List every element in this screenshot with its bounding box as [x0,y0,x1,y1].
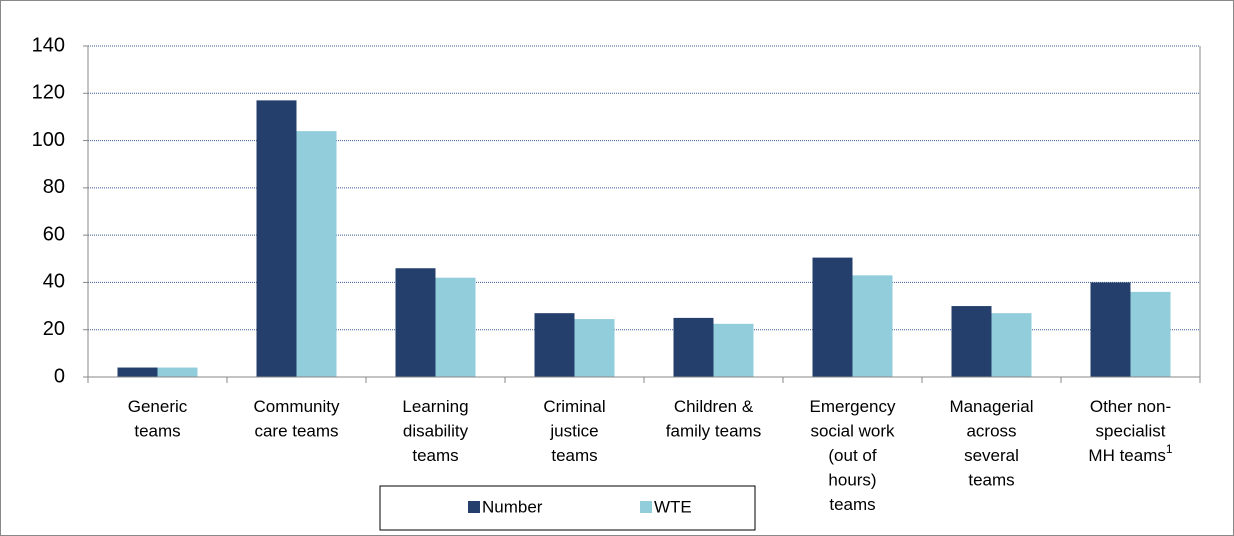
x-tick-label-text: teams [134,422,180,441]
legend-box [379,485,756,531]
y-tick-label: 40 [43,271,65,293]
legend-label: Number [482,497,543,516]
x-tick-label-text: care teams [254,422,338,441]
bar [435,277,476,377]
bar [157,367,198,377]
x-tick-label: hours) [828,471,876,490]
y-tick-label: 120 [32,82,65,104]
bar [673,317,714,377]
x-tick-label-text: Managerial [949,397,1033,416]
x-tick-label: MH teams1 [1088,442,1172,465]
bar [1090,282,1131,377]
x-tick-label: family teams [666,422,761,441]
legend-swatch [640,501,652,513]
y-tick-label: 60 [43,223,65,245]
x-tick-label: specialist [1096,422,1166,441]
x-tick-label: teams [551,446,597,465]
x-tick-label: disability [403,422,469,441]
x-tick-label-text: Community [254,397,340,416]
x-tick-label: several [964,446,1019,465]
x-tick-label-text: social work [810,422,895,441]
x-tick-label-text: Other non- [1090,397,1171,416]
footnote-mark: 1 [1166,442,1173,456]
bar [951,306,992,377]
bar [852,275,893,377]
x-tick-label-text: family teams [666,422,761,441]
bar [117,367,158,377]
x-tick-label: justice [549,422,598,441]
x-tick-label-text: Learning [402,397,468,416]
x-tick-label: across [966,422,1016,441]
bar [812,257,853,377]
x-tick-label: teams [412,446,458,465]
y-tick-label: 0 [54,365,65,387]
y-tick-label: 140 [32,34,65,56]
x-tick-label-text: justice [549,422,598,441]
bar [1130,291,1171,377]
x-tick-label-text: disability [403,422,469,441]
x-tick-label-text: teams [551,446,597,465]
x-tick-label-text: MH teams [1088,446,1165,465]
x-tick-label: care teams [254,422,338,441]
x-tick-label: Generic [128,397,188,416]
y-tick-label: 100 [32,129,65,151]
x-tick-label-text: hours) [828,471,876,490]
bar [534,313,575,377]
x-tick-label-text: across [966,422,1016,441]
bar [395,268,436,377]
bar [713,323,754,377]
x-tick-label-text: Criminal [543,397,605,416]
x-tick-label: Community [254,397,340,416]
x-tick-label: Other non- [1090,397,1171,416]
bar [574,319,615,377]
x-tick-label-text: Generic [128,397,188,416]
x-tick-label-text: specialist [1096,422,1166,441]
x-tick-label-text: teams [412,446,458,465]
y-tick-label: 80 [43,176,65,198]
bar [256,100,297,377]
x-tick-label-text: (out of [828,446,876,465]
legend-swatch [468,501,480,513]
x-tick-label: teams [968,471,1014,490]
x-tick-label-text: teams [829,495,875,514]
x-tick-label-text: Children & [674,397,754,416]
x-tick-label-text: several [964,446,1019,465]
bar [991,313,1032,377]
x-tick-label: social work [810,422,895,441]
x-tick-label-text: teams [968,471,1014,490]
bar [296,131,337,377]
y-tick-label: 20 [43,318,65,340]
x-tick-label: teams [829,495,875,514]
x-tick-label-text: Emergency [810,397,896,416]
x-tick-label: Criminal [543,397,605,416]
x-tick-label: Managerial [949,397,1033,416]
legend-label: WTE [654,497,692,516]
x-tick-label: Children & [674,397,754,416]
x-tick-label: Emergency [810,397,896,416]
x-tick-label: Learning [402,397,468,416]
x-tick-label: teams [134,422,180,441]
x-tick-label: (out of [828,446,876,465]
